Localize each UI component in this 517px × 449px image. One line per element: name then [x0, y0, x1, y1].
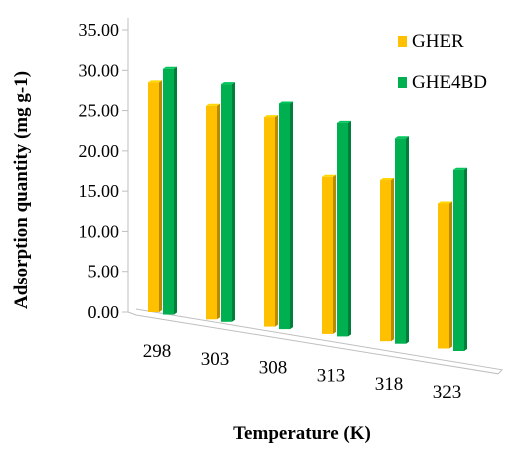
legend-label-ghe4bd: GHE4BD: [412, 72, 487, 93]
bar-top: [337, 120, 351, 123]
bar-top: [322, 174, 336, 177]
bar-top: [380, 178, 394, 181]
y-tick-label: 0.00: [88, 302, 120, 322]
bar-front: [380, 180, 391, 342]
legend-swatch-ghe4bd: [398, 77, 407, 88]
y-tick-label: 20.00: [79, 141, 120, 161]
bar-side: [464, 167, 467, 351]
bar-side: [406, 136, 409, 344]
bar-side: [391, 178, 394, 342]
bar-front: [438, 203, 449, 349]
bar-gher-308: [264, 115, 278, 327]
bar-front: [206, 105, 217, 320]
chart-axes: [127, 18, 504, 375]
bar-front: [221, 84, 232, 322]
y-tick-label: 10.00: [79, 221, 120, 241]
bar-side: [217, 103, 220, 320]
bar-top: [438, 201, 452, 204]
bar-side: [174, 66, 177, 315]
bar-top: [163, 66, 177, 69]
bar-top: [148, 80, 162, 83]
bar-top: [395, 136, 409, 139]
bar-side: [449, 201, 452, 349]
x-tick-label: 308: [259, 357, 288, 378]
y-tick-label: 35.00: [79, 20, 120, 40]
bar-ghe4bd-323: [453, 167, 467, 351]
legend-label-gher: GHER: [412, 31, 464, 52]
bar-side: [333, 174, 336, 334]
bar-front: [395, 138, 406, 344]
bar-front: [148, 82, 159, 312]
x-tick-label: 298: [143, 341, 172, 362]
legend-swatch-gher: [398, 36, 407, 47]
y-tick-label: 30.00: [79, 60, 120, 80]
bar-front: [337, 122, 348, 337]
bar-gher-313: [322, 174, 336, 334]
bar-top: [221, 82, 235, 85]
bar-top: [264, 115, 278, 118]
bar-front: [279, 103, 290, 330]
y-tick-label: 25.00: [79, 101, 120, 121]
x-tick-label: 313: [317, 366, 346, 387]
bar-ghe4bd-298: [163, 66, 177, 315]
bar-top: [279, 101, 293, 104]
floor-outline: [127, 308, 504, 375]
x-tick-labels: 298 303 308 313 318 323: [143, 341, 462, 403]
bar-ghe4bd-313: [337, 120, 351, 337]
bar-side: [348, 120, 351, 337]
x-tick-label: 323: [433, 382, 462, 403]
bar-group: [148, 66, 467, 351]
legend: GHER GHE4BD: [398, 31, 487, 93]
x-axis-title: Temperature (K): [233, 423, 371, 444]
bar-front: [453, 169, 464, 351]
bar-gher-323: [438, 201, 452, 349]
y-tick-label: 5.00: [88, 262, 120, 282]
bar-front: [163, 68, 174, 315]
x-tick-label: 303: [201, 349, 230, 370]
bar-gher-298: [148, 80, 162, 312]
bar-ghe4bd-308: [279, 101, 293, 330]
y-tick-label: 15.00: [79, 181, 120, 201]
y-tick-labels: 0.00 5.00 10.00 15.00 20.00 25.00 30.00 35.00: [79, 20, 128, 322]
bar-gher-303: [206, 103, 220, 320]
bar-side: [232, 82, 235, 322]
bar-front: [264, 117, 275, 327]
bar-gher-318: [380, 178, 394, 342]
bar-side: [159, 80, 162, 312]
bar-ghe4bd-303: [221, 82, 235, 322]
bar-side: [290, 101, 293, 330]
x-tick-label: 318: [375, 374, 404, 395]
bar-side: [275, 115, 278, 327]
y-axis-title: Adsorption quantity (mg g-1): [11, 71, 32, 309]
bar-front: [322, 176, 333, 334]
bar-ghe4bd-318: [395, 136, 409, 344]
bar-top: [453, 167, 467, 170]
bar-top: [206, 103, 220, 106]
